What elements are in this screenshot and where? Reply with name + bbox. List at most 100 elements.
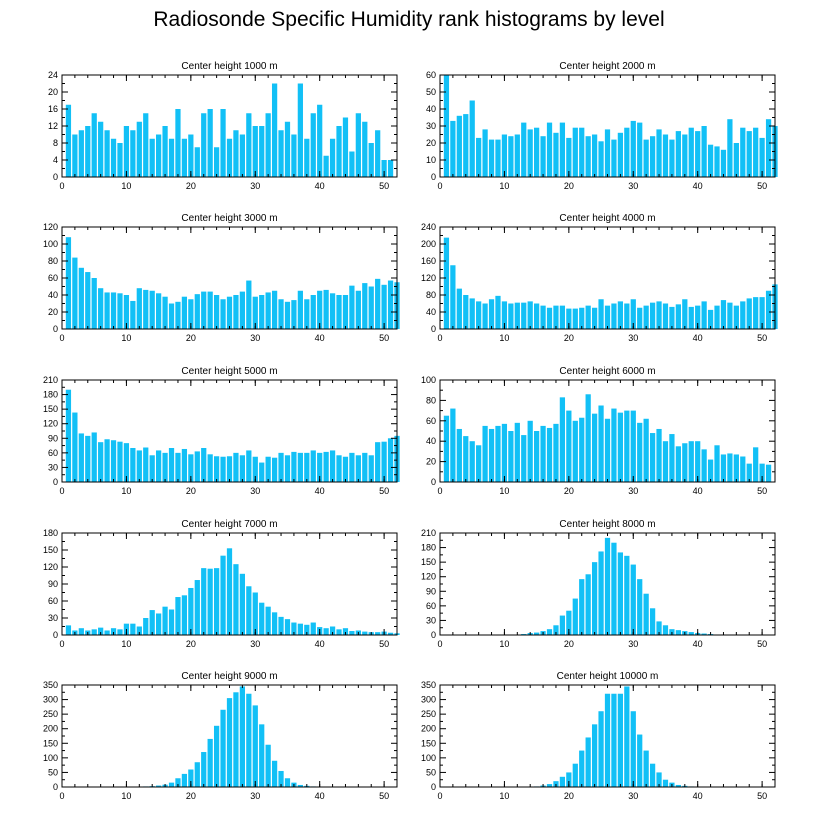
histogram-bar (181, 773, 188, 787)
histogram-bar (611, 408, 617, 482)
histogram-bar (387, 160, 394, 177)
y-tick-label: 0 (53, 172, 58, 182)
histogram-bar (624, 303, 630, 329)
histogram-bar (617, 301, 623, 330)
histogram-bar (194, 294, 200, 329)
histogram-bar (591, 307, 598, 329)
y-tick-label: 60 (426, 70, 436, 80)
histogram-bar (720, 454, 727, 482)
histogram-bar (695, 441, 701, 482)
histogram-bar (252, 456, 258, 482)
histogram-bar (130, 130, 136, 177)
histogram-bar (566, 772, 572, 787)
y-tick-label: 100 (421, 375, 436, 385)
histogram-bar (156, 134, 162, 177)
histogram-bar (746, 463, 752, 482)
histogram-bar (355, 290, 361, 329)
histogram-bar (559, 776, 566, 787)
histogram-bar (291, 134, 297, 177)
histogram-panel-9: Center height 9000 m 0 10 20 30 40 50 0 50 100 150… (43, 671, 398, 801)
panel-title: Center height 9000 m (181, 671, 277, 682)
histogram-bar (168, 609, 175, 635)
histogram-bar (501, 134, 508, 177)
histogram-bar (572, 420, 578, 482)
y-tick-label: 100 (43, 753, 58, 763)
histogram-bar (495, 425, 501, 482)
y-tick-label: 8 (53, 138, 58, 148)
histogram-bar (637, 307, 643, 329)
histogram-bar (188, 134, 194, 177)
histogram-bar (156, 450, 162, 482)
y-tick-label: 200 (43, 724, 58, 734)
histogram-bar (349, 631, 355, 635)
histogram-bar (611, 693, 617, 787)
x-tick-label: 20 (564, 486, 574, 496)
histogram-bar (181, 448, 188, 482)
histogram-bar (181, 296, 188, 329)
x-tick-label: 40 (693, 639, 703, 649)
histogram-bar (527, 420, 533, 482)
x-tick-label: 0 (437, 181, 442, 191)
x-tick-label: 30 (628, 486, 638, 496)
y-tick-label: 12 (48, 121, 58, 131)
histogram-bar (701, 126, 707, 177)
histogram-bar (675, 304, 681, 329)
histogram-bar (291, 622, 297, 635)
histogram-bar (226, 138, 233, 177)
histogram-bar (501, 301, 508, 330)
histogram-bar (649, 136, 656, 177)
histogram-bar (456, 115, 462, 177)
histogram-bar (246, 280, 252, 329)
histogram-bar (669, 306, 675, 329)
y-tick-label: 16 (48, 104, 58, 114)
x-tick-label: 20 (564, 181, 574, 191)
x-tick-label: 0 (437, 639, 442, 649)
histogram-bar (117, 293, 123, 329)
y-tick-label: 10 (426, 155, 436, 165)
histogram-bar (669, 434, 675, 482)
histogram-bar (65, 104, 72, 177)
histogram-bar (329, 293, 336, 329)
histogram-bar (765, 464, 772, 482)
histogram-bar (521, 122, 527, 177)
x-tick-label: 20 (186, 181, 196, 191)
histogram-bar (753, 127, 759, 177)
histogram-bar (220, 456, 226, 482)
y-tick-label: 240 (421, 222, 436, 232)
histogram-bar (695, 305, 701, 330)
histogram-bar (617, 412, 623, 482)
histogram-bar (579, 579, 585, 635)
histogram-panel-5: Center height 5000 m 0 10 20 30 40 50 0 30 60 90 12… (43, 366, 400, 496)
histogram-bar (733, 143, 739, 177)
histogram-bar (604, 418, 611, 482)
histogram-bar (469, 298, 475, 329)
y-tick-label: 150 (43, 404, 58, 414)
x-tick-label: 40 (693, 791, 703, 801)
histogram-bar (591, 724, 598, 787)
histogram-bar (753, 297, 759, 330)
x-tick-label: 10 (121, 333, 131, 343)
histogram-bar (585, 574, 591, 635)
histogram-bar (733, 454, 739, 482)
x-tick-label: 50 (757, 639, 767, 649)
histogram-bar (252, 296, 258, 329)
histogram-bar (136, 450, 142, 482)
y-tick-label: 0 (53, 630, 58, 640)
y-tick-label: 50 (48, 767, 58, 777)
histogram-bar (707, 459, 714, 482)
histogram-bar (130, 623, 136, 635)
x-tick-label: 30 (250, 486, 260, 496)
histogram-bar (450, 120, 456, 177)
histogram-bar (368, 143, 374, 177)
histogram-bar (329, 450, 336, 482)
histogram-bar (624, 127, 630, 177)
histogram-bar (714, 445, 720, 482)
histogram-bar (643, 418, 649, 482)
histogram-bar (317, 452, 323, 482)
histogram-bar (143, 113, 149, 177)
x-tick-label: 50 (379, 333, 389, 343)
histogram-bar (572, 763, 578, 787)
histogram-bar (508, 431, 514, 482)
histogram-bar (259, 126, 265, 177)
histogram-bar (585, 394, 591, 482)
